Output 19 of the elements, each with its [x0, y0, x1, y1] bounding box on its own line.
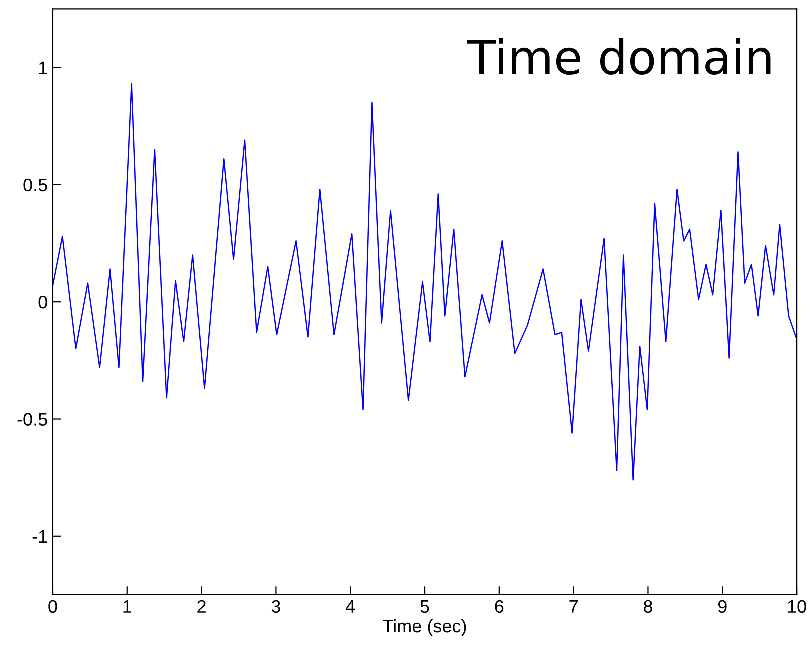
x-tick-label: 1: [124, 600, 132, 613]
x-tick-label: 0: [48, 600, 58, 614]
y-tick-label: 0.5: [24, 178, 48, 192]
x-tick-label: 7: [570, 600, 578, 613]
x-tick-label: 9: [718, 600, 727, 614]
y-tick-label: 1: [39, 62, 48, 74]
line-series: [52, 84, 798, 481]
text: Time domain: [467, 38, 771, 76]
x-tick-label: 8: [644, 600, 652, 614]
x-axis-title: Time (sec): [383, 619, 466, 636]
x-tick-label: 4: [346, 600, 356, 613]
x-tick-label: 10: [788, 600, 806, 614]
y-tick-label: -0.5: [18, 413, 48, 426]
y-tick-label: 0: [38, 296, 48, 309]
x-tick-label: 6: [495, 600, 504, 614]
x-tick-label: 2: [198, 600, 206, 613]
x-tick-label: 3: [272, 600, 280, 614]
y-tick-label: -1: [32, 530, 48, 543]
x-tick-label: 5: [420, 600, 430, 614]
